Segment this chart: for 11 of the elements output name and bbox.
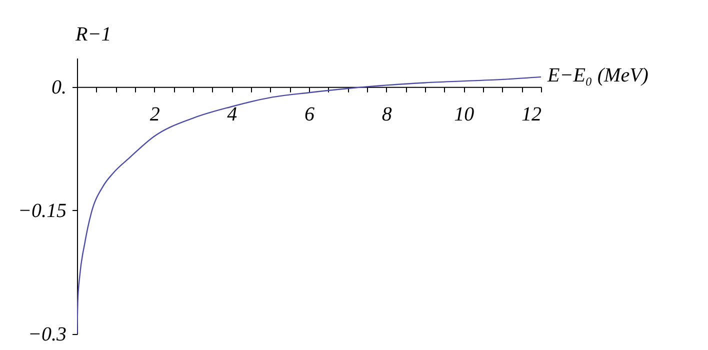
y-axis-title: R−1 (74, 24, 112, 46)
x-tick-label: 6 (304, 103, 314, 126)
y-tick-label: −0.15 (18, 200, 66, 222)
x-tick-label: 12 (522, 103, 542, 126)
x-tick-label: 2 (150, 103, 160, 126)
x-tick-label: 8 (382, 103, 392, 126)
y-tick-label: −0.3 (28, 324, 66, 346)
x-axis-title: E−E₀ (MeV) (546, 64, 649, 86)
x-tick-label: 4 (227, 103, 238, 126)
y-tick-label: 0. (52, 76, 66, 98)
x-tick-label: 10 (454, 103, 474, 126)
